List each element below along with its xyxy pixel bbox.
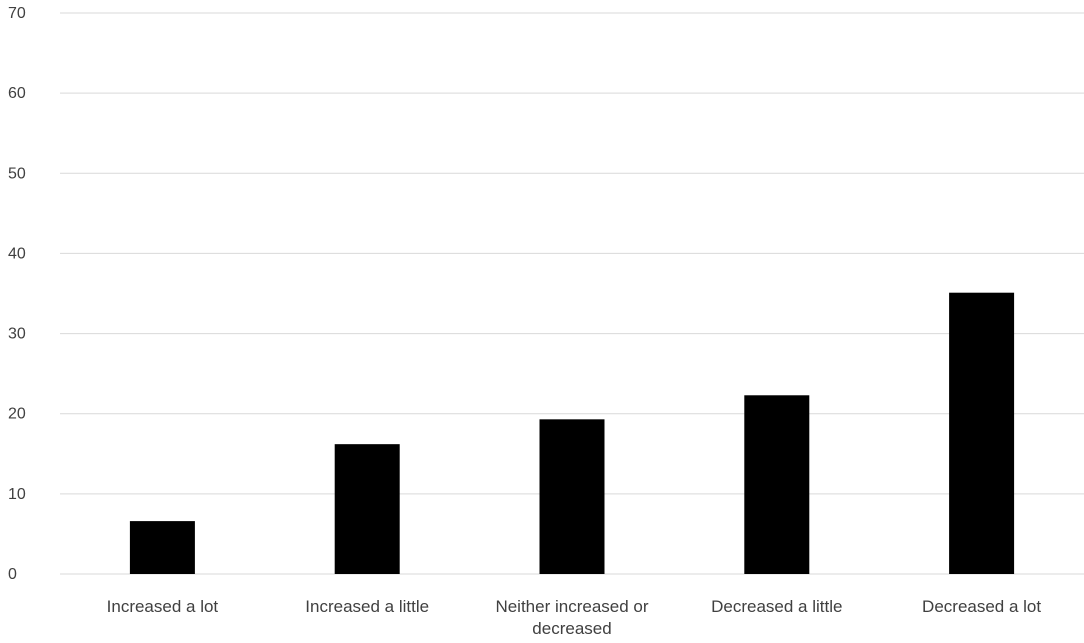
- y-tick-label: 50: [8, 165, 26, 182]
- x-category-label: Neither increased or: [495, 597, 648, 616]
- gridlines: [60, 12, 1084, 575]
- x-category-label: Decreased a lot: [922, 597, 1041, 616]
- x-axis-categories: Increased a lot Increased a little Neither…: [107, 597, 1042, 638]
- bar: [129, 521, 195, 574]
- y-axis-ticks: 0 10 20 30 40 50 60 70: [8, 5, 26, 583]
- y-tick-label: 70: [8, 5, 26, 22]
- x-category-label: decreased: [532, 619, 611, 638]
- y-tick-label: 10: [8, 486, 26, 503]
- bar: [539, 419, 605, 574]
- x-category-label: Increased a little: [305, 597, 429, 616]
- bar: [949, 292, 1015, 574]
- y-tick-label: 20: [8, 406, 26, 423]
- y-tick-label: 40: [8, 245, 26, 262]
- bars: [129, 292, 1015, 574]
- bar: [744, 395, 810, 574]
- x-category-label: Decreased a little: [711, 597, 842, 616]
- y-tick-label: 60: [8, 85, 26, 102]
- x-category-label: Increased a lot: [107, 597, 219, 616]
- bar: [334, 444, 400, 574]
- y-tick-label: 30: [8, 326, 26, 343]
- y-tick-label: 0: [8, 566, 17, 583]
